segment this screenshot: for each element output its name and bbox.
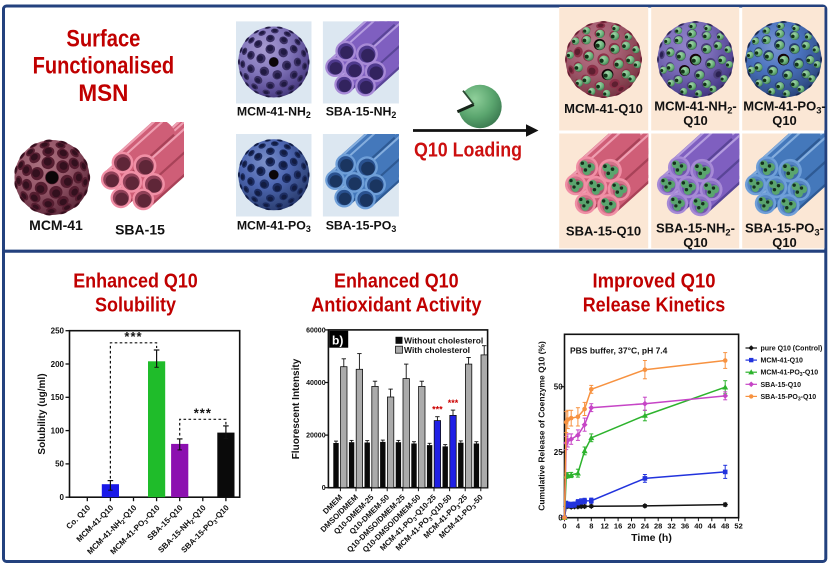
- svg-text:150: 150: [51, 393, 65, 402]
- svg-text:SBA-15-PO3: SBA-15-PO3: [326, 219, 397, 235]
- svg-text:MCM-41-PO3-Q10: MCM-41-PO3-Q10: [761, 370, 819, 379]
- svg-text:44: 44: [708, 522, 717, 531]
- svg-text:Q10: Q10: [772, 113, 797, 128]
- svg-text:Cumulative Release of Coenzyme: Cumulative Release of Coenzyme Q10 (%): [537, 341, 547, 511]
- svg-text:200: 200: [51, 360, 65, 369]
- svg-text:Release Kinetics: Release Kinetics: [583, 295, 726, 317]
- svg-text:32: 32: [667, 522, 675, 531]
- svg-text:MCM-41-Q10: MCM-41-Q10: [564, 101, 643, 116]
- svg-text:12: 12: [601, 522, 609, 531]
- svg-text:20: 20: [627, 522, 635, 531]
- svg-text:Enhanced Q10: Enhanced Q10: [334, 271, 459, 293]
- svg-text:PBS buffer, 37°C, pH 7.4: PBS buffer, 37°C, pH 7.4: [570, 346, 668, 356]
- svg-text:25: 25: [554, 448, 563, 457]
- svg-text:MCM-41: MCM-41: [29, 217, 83, 233]
- svg-text:Enhanced Q10: Enhanced Q10: [73, 271, 198, 293]
- svg-text:Antioxidant Activity: Antioxidant Activity: [311, 295, 482, 317]
- svg-text:SBA-15-NH2-: SBA-15-NH2-: [656, 221, 735, 238]
- svg-text:0: 0: [322, 485, 326, 492]
- svg-text:***: ***: [432, 405, 443, 415]
- svg-text:b): b): [332, 334, 343, 348]
- svg-text:SBA-15: SBA-15: [115, 222, 165, 238]
- svg-text:SBA-15-Q10: SBA-15-Q10: [566, 224, 641, 239]
- svg-text:MCM-41-NH2: MCM-41-NH2: [237, 105, 311, 121]
- svg-text:Solubility (ug/ml): Solubility (ug/ml): [37, 373, 48, 454]
- svg-text:0: 0: [60, 493, 65, 502]
- svg-text:Q10: Q10: [683, 235, 708, 250]
- svg-text:pure Q10 (Control): pure Q10 (Control): [761, 346, 823, 353]
- svg-text:Q10: Q10: [772, 235, 797, 250]
- svg-text:MCM-41-Q10: MCM-41-Q10: [761, 358, 804, 365]
- svg-text:MSN: MSN: [78, 80, 128, 107]
- svg-text:Without cholesterol: Without cholesterol: [404, 336, 483, 346]
- svg-text:4: 4: [576, 522, 581, 531]
- svg-text:SBA-15-PO3-: SBA-15-PO3-: [745, 221, 824, 238]
- svg-text:***: ***: [448, 398, 459, 408]
- svg-text:***: ***: [194, 406, 212, 421]
- svg-text:24: 24: [641, 522, 650, 531]
- svg-text:28: 28: [654, 522, 662, 531]
- svg-text:Time (h): Time (h): [631, 532, 672, 544]
- svg-text:20000: 20000: [306, 433, 326, 440]
- svg-text:MCM-41-PO3: MCM-41-PO3: [237, 219, 311, 235]
- svg-text:Fluorescent Intensity: Fluorescent Intensity: [291, 358, 302, 459]
- svg-text:52: 52: [734, 522, 742, 531]
- svg-text:MCM-41-NH2-: MCM-41-NH2-: [654, 99, 737, 116]
- svg-text:Surface: Surface: [66, 25, 140, 52]
- svg-text:40000: 40000: [306, 380, 326, 387]
- svg-text:60000: 60000: [306, 327, 326, 334]
- svg-text:48: 48: [721, 522, 729, 531]
- svg-text:Solubility: Solubility: [95, 295, 177, 317]
- svg-text:40: 40: [694, 522, 702, 531]
- svg-text:***: ***: [124, 329, 142, 344]
- svg-text:250: 250: [51, 327, 65, 336]
- svg-text:Functionalised: Functionalised: [33, 53, 175, 80]
- svg-text:MCM-41-PO3-: MCM-41-PO3-: [743, 99, 826, 116]
- svg-text:Q10: Q10: [683, 113, 708, 128]
- svg-text:Q10 Loading: Q10 Loading: [414, 140, 522, 162]
- svg-text:36: 36: [681, 522, 689, 531]
- svg-text:Improved Q10: Improved Q10: [593, 271, 716, 293]
- svg-text:0: 0: [558, 514, 563, 523]
- svg-text:100: 100: [51, 426, 65, 435]
- svg-text:16: 16: [614, 522, 622, 531]
- svg-text:50: 50: [554, 383, 563, 392]
- svg-text:50: 50: [55, 460, 64, 469]
- svg-text:With cholesterol: With cholesterol: [404, 345, 470, 355]
- svg-text:SBA-15-NH2: SBA-15-NH2: [326, 105, 397, 121]
- svg-text:0: 0: [562, 522, 566, 531]
- svg-text:SBA-15-Q10: SBA-15-Q10: [761, 382, 802, 389]
- svg-text:SBA-15-PO3-Q10: SBA-15-PO3-Q10: [761, 394, 817, 403]
- svg-text:8: 8: [589, 522, 593, 531]
